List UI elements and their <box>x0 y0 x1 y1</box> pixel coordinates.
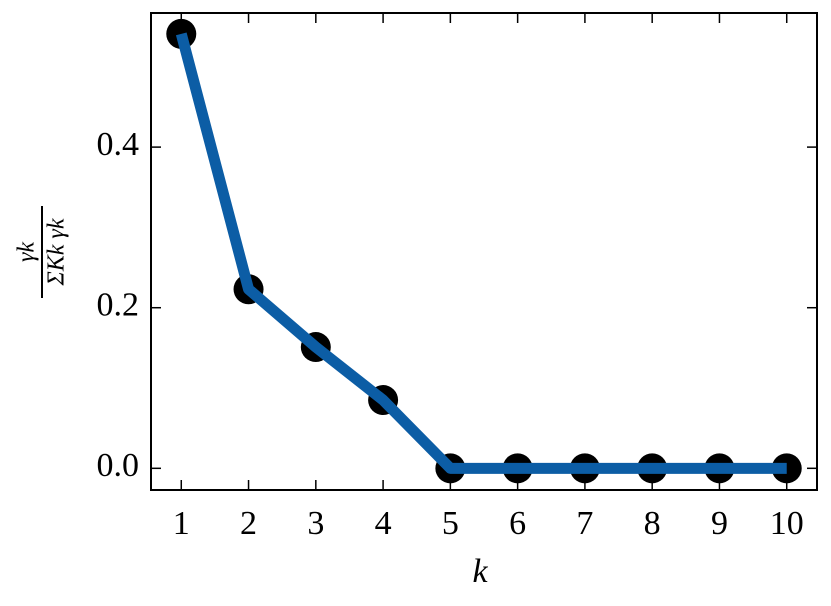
plot-frame <box>150 12 818 491</box>
y-tick-label: 0.4 <box>97 126 140 163</box>
y-tick-label: 0.2 <box>97 287 140 324</box>
x-tick-label: 2 <box>240 505 257 542</box>
x-tick-label: 5 <box>442 505 459 542</box>
x-tick-label: 8 <box>644 505 661 542</box>
x-tick-label: 3 <box>307 505 324 542</box>
x-tick-label: 4 <box>375 505 392 542</box>
y-label-denominator: ΣKk γk <box>44 218 70 286</box>
x-tick-label: 1 <box>173 505 190 542</box>
y-label-numerator: γk <box>14 242 40 262</box>
x-tick-label: 10 <box>770 505 804 542</box>
x-axis-label: k <box>472 553 488 590</box>
line <box>175 32 787 474</box>
x-tick-label: 9 <box>711 505 728 542</box>
x-tick-label: 6 <box>509 505 526 542</box>
x-tick-label: 7 <box>576 505 593 542</box>
y-axis-label: γk ΣKk γk <box>14 206 70 298</box>
y-tick-label: 0.0 <box>97 447 140 484</box>
